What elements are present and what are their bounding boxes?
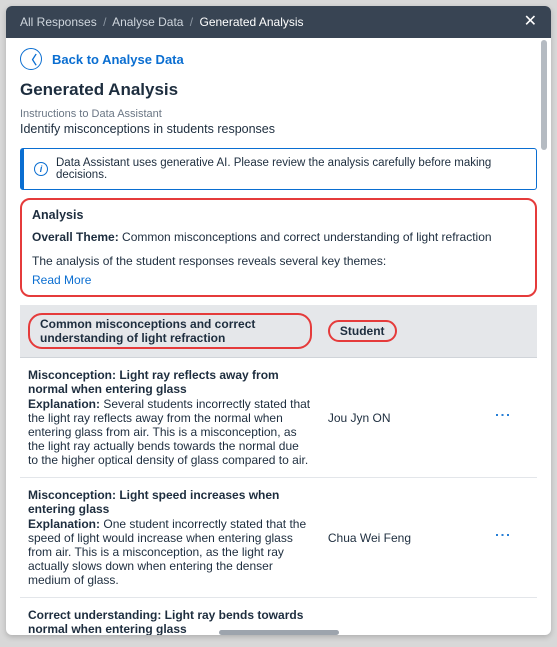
column-header-actions (485, 305, 537, 358)
breadcrumb-sep: / (103, 15, 106, 29)
analysis-table: Common misconceptions and correct unders… (20, 305, 537, 635)
breadcrumb-current: Generated Analysis (199, 15, 303, 29)
kebab-menu-icon[interactable]: ⋮ (493, 407, 509, 425)
column-header-pill: Student (328, 320, 397, 342)
cell-student: Francis, Jaya Prakash, Jia Baoqi, Khoo J… (320, 598, 485, 636)
info-banner: i Data Assistant uses generative AI. Ple… (20, 148, 537, 190)
close-icon[interactable]: ✕ (524, 14, 537, 30)
table-row: Misconception: Light speed increases whe… (20, 478, 537, 598)
breadcrumb-sep: / (190, 15, 193, 29)
modal-panel: All Responses / Analyse Data / Generated… (6, 6, 551, 635)
column-header-pill: Common misconceptions and correct unders… (28, 313, 312, 349)
cell-description: Misconception: Light ray reflects away f… (20, 358, 320, 478)
column-header-student[interactable]: Student (320, 305, 485, 358)
modal-header: All Responses / Analyse Data / Generated… (6, 6, 551, 38)
cell-description: Misconception: Light speed increases whe… (20, 478, 320, 598)
explanation-label: Explanation: (28, 517, 100, 531)
theme-label: Overall Theme: (32, 230, 119, 244)
cell-student: Jou Jyn ON (320, 358, 485, 478)
row-title: Misconception: Light speed increases whe… (28, 488, 312, 516)
resize-handle[interactable] (219, 630, 339, 635)
analysis-intro-text: The analysis of the student responses re… (32, 254, 525, 268)
modal-body: 〈 Back to Analyse Data Generated Analysi… (6, 38, 551, 635)
read-more-link[interactable]: Read More (32, 273, 91, 287)
instructions-text: Identify misconceptions in students resp… (20, 122, 537, 136)
scrollbar-thumb[interactable] (541, 40, 547, 150)
cell-student: Chua Wei Feng (320, 478, 485, 598)
page-title: Generated Analysis (20, 80, 537, 100)
theme-text: Common misconceptions and correct unders… (122, 230, 492, 244)
breadcrumb: All Responses / Analyse Data / Generated… (20, 15, 304, 29)
breadcrumb-item[interactable]: Analyse Data (112, 15, 183, 29)
back-button[interactable]: 〈 Back to Analyse Data (20, 48, 537, 70)
back-label: Back to Analyse Data (52, 52, 184, 67)
row-title: Misconception: Light ray reflects away f… (28, 368, 312, 396)
info-banner-text: Data Assistant uses generative AI. Pleas… (56, 157, 526, 181)
table-row: Misconception: Light ray reflects away f… (20, 358, 537, 478)
breadcrumb-item[interactable]: All Responses (20, 15, 97, 29)
info-icon: i (34, 162, 48, 176)
overall-theme: Overall Theme: Common misconceptions and… (32, 230, 525, 244)
instructions-label: Instructions to Data Assistant (20, 108, 537, 120)
analysis-section-title: Analysis (32, 208, 525, 222)
chevron-left-icon: 〈 (20, 48, 42, 70)
kebab-menu-icon[interactable]: ⋮ (493, 527, 509, 545)
explanation-label: Explanation: (28, 397, 100, 411)
column-header-misconceptions[interactable]: Common misconceptions and correct unders… (20, 305, 320, 358)
analysis-highlight-box: Analysis Overall Theme: Common misconcep… (20, 198, 537, 297)
